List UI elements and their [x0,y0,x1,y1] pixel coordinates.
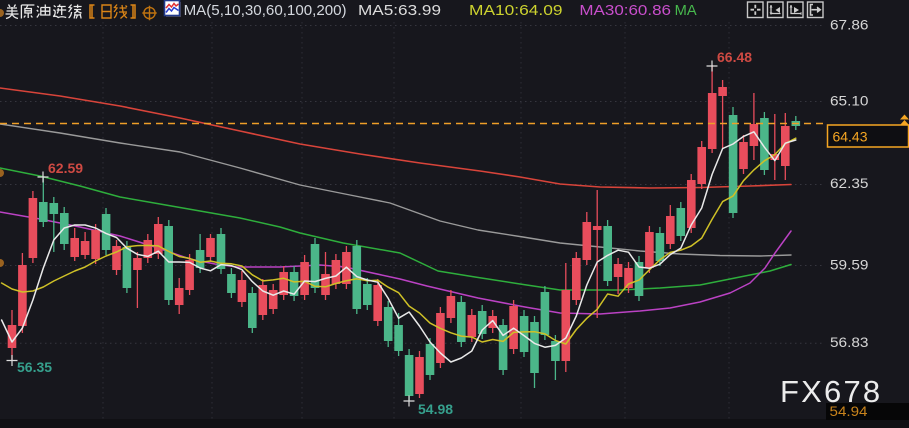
svg-text:MA10:64.09: MA10:64.09 [469,3,563,19]
svg-text:62.59: 62.59 [48,160,83,176]
svg-text:59.59: 59.59 [830,257,869,273]
svg-text:62.35: 62.35 [830,175,869,191]
svg-text:65.10: 65.10 [830,93,869,109]
svg-text:MA5:63.99: MA5:63.99 [358,3,441,19]
svg-text:67.86: 67.86 [830,17,869,33]
svg-text:MA30:60.86: MA30:60.86 [579,3,671,19]
svg-text:MA(5,10,30,60,100,200): MA(5,10,30,60,100,200) [184,3,347,19]
svg-text:MA: MA [675,3,697,19]
svg-text:54.98: 54.98 [418,401,453,417]
svg-text:64.43: 64.43 [833,128,868,144]
svg-text:56.83: 56.83 [830,334,869,350]
svg-text:54.94: 54.94 [830,404,868,419]
svg-text:56.35: 56.35 [17,359,52,375]
svg-text:66.48: 66.48 [717,49,752,65]
